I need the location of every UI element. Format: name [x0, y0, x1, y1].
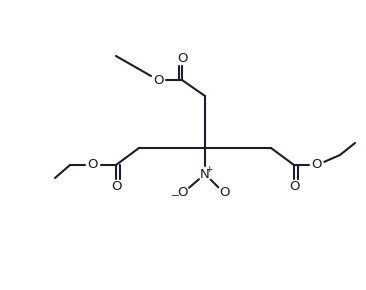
Text: +: +: [205, 164, 213, 173]
Text: O: O: [178, 186, 188, 200]
Text: N: N: [200, 168, 210, 180]
Text: −: −: [171, 191, 179, 201]
Text: O: O: [177, 52, 187, 64]
Text: O: O: [111, 180, 121, 193]
Text: O: O: [153, 73, 163, 86]
Text: O: O: [289, 180, 299, 193]
Text: O: O: [88, 159, 98, 171]
Text: O: O: [312, 159, 322, 171]
Text: O: O: [219, 186, 229, 200]
